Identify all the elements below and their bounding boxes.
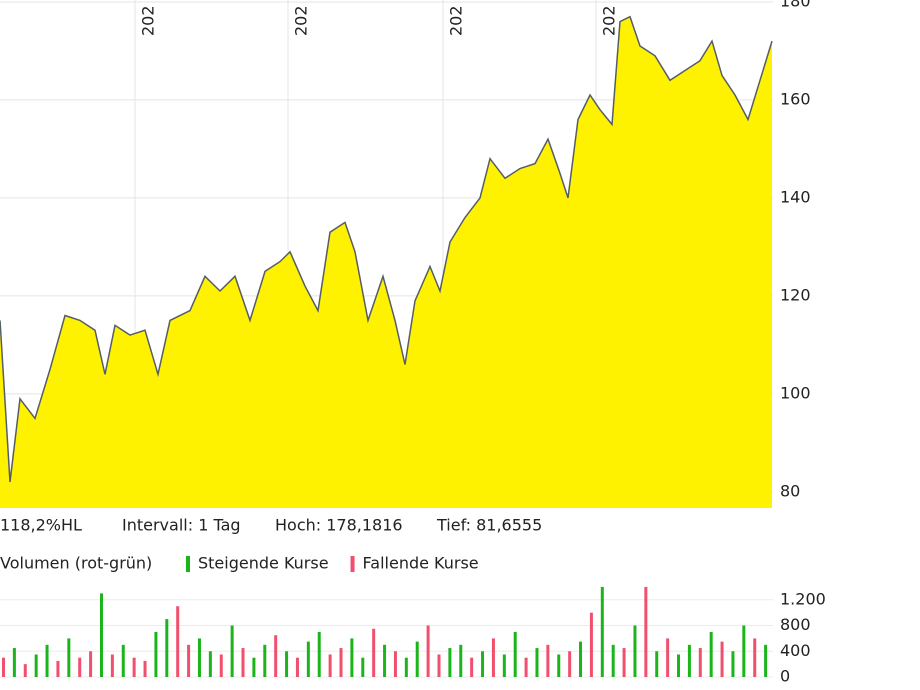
volume-bar — [78, 657, 82, 677]
info-text: 118,2%HL — [0, 516, 82, 535]
price-line — [0, 15, 773, 483]
volume-bar — [437, 654, 441, 677]
volume-bar — [219, 654, 223, 677]
volume-bar — [165, 619, 169, 677]
volume-bar — [720, 641, 724, 677]
volume-bar — [524, 657, 528, 677]
volume-title: Volumen (rot-grün) — [0, 554, 152, 573]
volume-bar — [644, 586, 648, 677]
volume-bar — [208, 651, 212, 677]
volume-bar — [99, 593, 103, 677]
legend-label: Steigende Kurse — [198, 554, 329, 573]
volume-bar — [361, 657, 365, 677]
volume-bar — [535, 648, 539, 677]
volume-bar — [415, 641, 419, 677]
volume-bar — [698, 648, 702, 677]
legend-swatch — [186, 556, 190, 572]
volume-bar — [448, 648, 452, 677]
volume-bar — [600, 586, 604, 677]
y-tick-label: 0 — [780, 667, 790, 686]
volume-bar — [34, 654, 38, 677]
volume-bar — [328, 654, 332, 677]
volume-bar — [110, 654, 114, 677]
volume-bar — [459, 644, 463, 677]
volume-bar — [557, 654, 561, 677]
volume-bar — [295, 657, 299, 677]
volume-bar — [339, 648, 343, 677]
volume-bar — [176, 606, 180, 677]
volume-bar — [611, 644, 615, 677]
volume-bar — [306, 641, 310, 677]
volume-bar — [274, 635, 278, 677]
volume-bar — [655, 651, 659, 677]
y-tick-label: 800 — [780, 615, 811, 634]
volume-bar — [481, 651, 485, 677]
info-text: Intervall: 1 Tag — [122, 516, 241, 535]
volume-bar — [622, 648, 626, 677]
volume-bar — [404, 657, 408, 677]
volume-bar — [350, 638, 354, 677]
volume-bar — [187, 644, 191, 677]
y-tick-label: 100 — [780, 383, 811, 402]
x-tick-label: 202 — [447, 5, 466, 36]
legend-label: Fallende Kurse — [363, 554, 479, 573]
volume-bar — [67, 638, 71, 677]
volume-bar — [742, 625, 746, 677]
x-tick-label: 202 — [600, 5, 619, 36]
volume-bar — [132, 657, 136, 677]
volume-bar — [285, 651, 289, 677]
volume-bar — [687, 644, 691, 677]
volume-bar — [2, 657, 5, 677]
info-text: Hoch: 178,1816 — [275, 516, 403, 535]
volume-bar — [491, 638, 495, 677]
volume-bar — [263, 644, 267, 677]
x-tick-label: 202 — [139, 5, 158, 36]
volume-bar — [666, 638, 670, 677]
volume-bar — [568, 651, 572, 677]
volume-bar — [546, 644, 550, 677]
volume-bar — [502, 654, 506, 677]
volume-bar — [589, 612, 593, 677]
volume-bar — [197, 638, 201, 677]
volume-bar — [383, 644, 387, 677]
y-tick-label: 160 — [780, 89, 811, 108]
x-tick-label: 202 — [292, 5, 311, 36]
volume-bar — [579, 641, 583, 677]
volume-bar — [764, 644, 768, 677]
volume-bar — [317, 631, 321, 677]
volume-bar — [241, 648, 245, 677]
y-tick-label: 80 — [780, 481, 800, 500]
volume-bar — [513, 631, 517, 677]
legend-swatch — [350, 556, 355, 572]
volume-bar — [470, 657, 474, 677]
volume-bar — [23, 664, 27, 677]
y-tick-label: 140 — [780, 187, 811, 206]
price-area — [0, 16, 772, 508]
volume-bar — [45, 644, 49, 677]
volume-bar — [731, 651, 735, 677]
volume-bar — [230, 625, 234, 677]
y-tick-label: 400 — [780, 641, 811, 660]
volume-bar — [426, 625, 430, 677]
volume-bar — [56, 660, 60, 677]
volume-bar — [121, 644, 125, 677]
volume-bar — [252, 657, 256, 677]
info-text: Tief: 81,6555 — [436, 516, 542, 535]
volume-bar — [753, 638, 757, 677]
volume-bar — [633, 625, 637, 677]
volume-bar — [12, 648, 16, 677]
volume-bar — [143, 660, 147, 677]
volume-bar — [677, 654, 681, 677]
volume-bar — [89, 651, 93, 677]
volume-bar — [709, 631, 713, 677]
volume-bar — [154, 631, 158, 677]
y-tick-label: 1.200 — [780, 589, 826, 608]
volume-bar — [393, 651, 397, 677]
y-tick-label: 180 — [780, 0, 811, 10]
volume-bar — [372, 628, 376, 677]
y-tick-label: 120 — [780, 285, 811, 304]
